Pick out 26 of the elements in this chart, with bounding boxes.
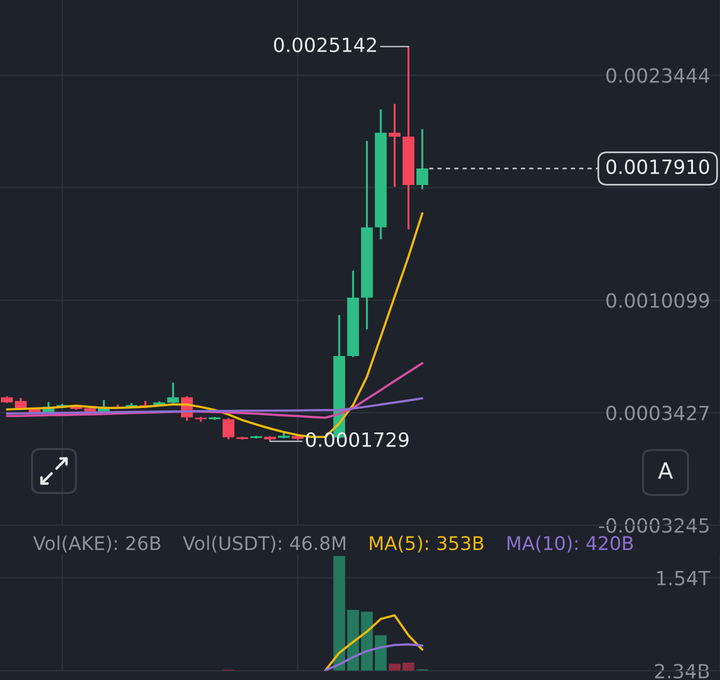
- candlestick: [388, 102, 400, 188]
- y-tick-label: 0.0003427: [606, 406, 709, 420]
- y-tick-label: 0.0010099: [606, 293, 709, 308]
- candlestick: [167, 382, 179, 404]
- annotation: 0.0001729: [306, 432, 409, 447]
- bar: [402, 662, 414, 671]
- text: MA(10): 420B: [508, 536, 633, 552]
- annotation: A: [658, 462, 673, 479]
- y-tick-label: 0.0023444: [606, 68, 710, 83]
- bar: [388, 664, 400, 671]
- candlestick: [222, 417, 234, 440]
- y-tick-label: -0.0003245: [599, 518, 709, 533]
- text: Vol(AKE): 26B: [33, 536, 160, 552]
- bar: [347, 610, 359, 671]
- line-series: [6, 362, 424, 419]
- line-series: [324, 643, 424, 671]
- bar: [333, 556, 346, 671]
- text: Vol(USDT): 46.8M: [182, 536, 346, 552]
- line-series: [324, 614, 424, 671]
- bar: [374, 635, 387, 671]
- text: MA(5): 353B: [370, 536, 484, 552]
- bar: [361, 612, 373, 671]
- y-tick-label: 1.54T: [657, 571, 710, 586]
- annotation: 0.0025142: [274, 37, 376, 52]
- ref-line-label: 0.0017910: [606, 159, 709, 174]
- candlestick: [416, 128, 428, 190]
